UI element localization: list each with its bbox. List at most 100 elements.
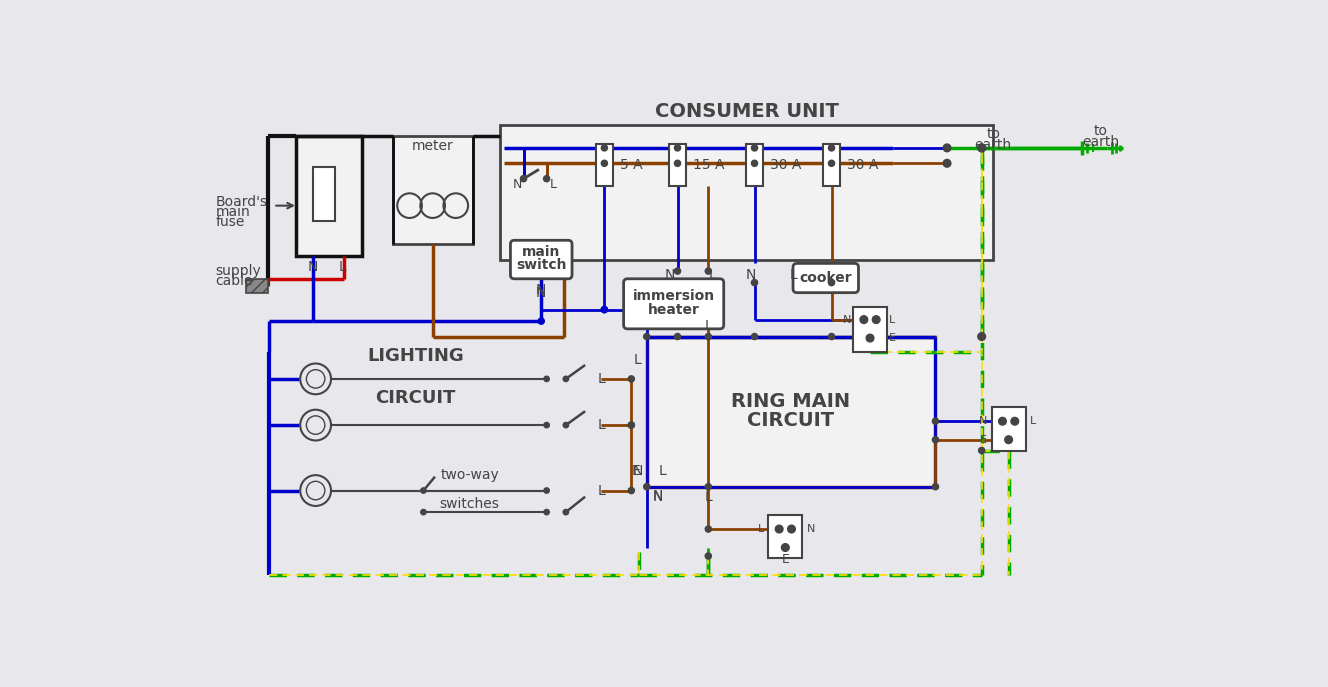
Text: heater: heater <box>648 302 700 317</box>
Text: meter: meter <box>412 139 454 153</box>
Text: E: E <box>632 464 640 478</box>
Circle shape <box>675 145 681 151</box>
Circle shape <box>705 333 712 339</box>
Bar <box>992 407 1025 451</box>
Circle shape <box>521 176 527 182</box>
Bar <box>246 279 268 293</box>
Circle shape <box>752 280 757 286</box>
Text: L: L <box>598 372 606 386</box>
Circle shape <box>544 376 550 381</box>
Circle shape <box>979 447 985 453</box>
Circle shape <box>628 422 635 428</box>
Text: N: N <box>537 286 546 300</box>
Circle shape <box>1011 418 1019 425</box>
Text: N: N <box>308 260 319 274</box>
Text: N: N <box>664 268 675 282</box>
Circle shape <box>862 317 866 322</box>
Text: LIGHTING: LIGHTING <box>368 347 463 365</box>
Circle shape <box>705 553 712 559</box>
Circle shape <box>675 160 681 166</box>
Text: supply: supply <box>215 264 262 278</box>
Circle shape <box>977 333 985 340</box>
Circle shape <box>861 316 867 324</box>
Text: earth: earth <box>975 138 1012 152</box>
Bar <box>313 167 335 221</box>
Text: N: N <box>842 315 851 324</box>
Circle shape <box>932 437 939 443</box>
Circle shape <box>675 333 681 339</box>
Text: 5 A: 5 A <box>620 158 643 172</box>
Text: L: L <box>633 352 641 367</box>
Text: L: L <box>704 491 712 504</box>
Circle shape <box>644 333 649 339</box>
Text: main: main <box>522 245 560 259</box>
Text: L: L <box>890 315 895 324</box>
Text: L: L <box>789 268 797 282</box>
Circle shape <box>544 509 550 515</box>
Text: fuse: fuse <box>215 215 244 229</box>
Bar <box>746 144 764 186</box>
Circle shape <box>932 484 939 490</box>
Text: N: N <box>979 416 987 426</box>
Text: N: N <box>807 524 815 534</box>
Circle shape <box>644 484 649 490</box>
Text: 15 A: 15 A <box>693 158 724 172</box>
Text: main: main <box>215 205 250 218</box>
Bar <box>596 144 612 186</box>
Circle shape <box>421 509 426 515</box>
Circle shape <box>781 543 789 552</box>
Circle shape <box>628 488 635 494</box>
Circle shape <box>602 160 607 166</box>
Text: CIRCUIT: CIRCUIT <box>748 411 834 430</box>
Text: two-way: two-way <box>441 468 499 482</box>
Circle shape <box>538 318 544 324</box>
Text: L: L <box>659 464 667 478</box>
Text: L: L <box>704 319 712 333</box>
Bar <box>296 136 361 256</box>
Text: 30 A: 30 A <box>847 158 878 172</box>
Circle shape <box>829 160 834 166</box>
Text: earth: earth <box>1082 135 1120 148</box>
Text: L: L <box>1031 416 1036 426</box>
Text: switches: switches <box>440 497 499 511</box>
FancyBboxPatch shape <box>793 263 858 293</box>
Circle shape <box>752 145 757 151</box>
Circle shape <box>675 268 681 274</box>
Text: cable: cable <box>215 274 254 288</box>
FancyBboxPatch shape <box>624 279 724 329</box>
Circle shape <box>788 525 795 533</box>
Circle shape <box>705 268 712 274</box>
Circle shape <box>602 145 607 151</box>
Circle shape <box>628 422 635 428</box>
Circle shape <box>421 488 426 493</box>
Text: N: N <box>653 489 664 503</box>
Circle shape <box>752 160 757 166</box>
Text: L: L <box>339 260 347 274</box>
Circle shape <box>829 333 834 339</box>
Text: L: L <box>708 268 716 282</box>
Text: 30 A: 30 A <box>770 158 801 172</box>
Text: switch: switch <box>517 258 567 272</box>
Text: CONSUMER UNIT: CONSUMER UNIT <box>655 102 839 121</box>
Circle shape <box>829 280 834 286</box>
Text: N: N <box>537 283 546 297</box>
Circle shape <box>1005 436 1012 444</box>
Circle shape <box>544 423 550 428</box>
Circle shape <box>563 509 568 515</box>
Bar <box>501 125 993 260</box>
Text: N: N <box>632 464 643 478</box>
Circle shape <box>543 176 550 182</box>
Circle shape <box>563 423 568 428</box>
Text: N: N <box>513 179 522 192</box>
Circle shape <box>866 335 874 342</box>
Circle shape <box>776 525 784 533</box>
Circle shape <box>977 144 985 152</box>
Text: E: E <box>781 553 789 566</box>
Circle shape <box>628 376 635 382</box>
Text: L: L <box>598 418 606 432</box>
Text: CIRCUIT: CIRCUIT <box>376 389 456 407</box>
Text: L: L <box>550 179 556 192</box>
Circle shape <box>602 306 607 313</box>
Bar <box>647 337 935 486</box>
Circle shape <box>602 306 607 313</box>
